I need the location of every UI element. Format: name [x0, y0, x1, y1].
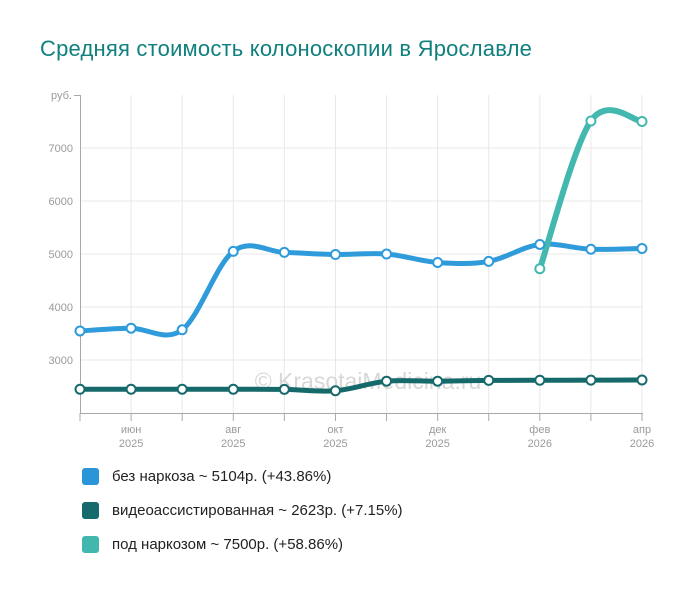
data-point-series-0 — [381, 248, 393, 260]
y-tick-label: 4000 — [49, 302, 73, 314]
data-point-series-1 — [278, 383, 290, 395]
data-point-series-0 — [176, 324, 188, 336]
x-tick-label-month: июн — [121, 424, 141, 436]
y-tick-label: 7000 — [49, 143, 73, 155]
data-point-series-2 — [636, 116, 648, 127]
x-tick-label-month: авг — [225, 424, 241, 436]
data-point-series-0 — [585, 243, 597, 255]
data-point-series-1 — [176, 383, 188, 395]
data-point-series-0 — [329, 249, 341, 261]
data-point-series-0 — [636, 242, 648, 254]
y-tick-label: 3000 — [49, 355, 73, 367]
data-point-series-0 — [483, 255, 495, 267]
legend-swatch — [82, 467, 99, 485]
data-point-series-0 — [227, 245, 239, 257]
data-point-series-0 — [432, 256, 444, 268]
chart-legend: без наркоза ~ 5104р. (+43.86%) видеоасси… — [82, 467, 403, 569]
legend-item-bez-narkoza: без наркоза ~ 5104р. (+43.86%) — [82, 467, 403, 485]
legend-label: без наркоза ~ 5104р. (+43.86%) — [112, 467, 332, 485]
series-line-2 — [536, 107, 645, 272]
data-point-series-0 — [534, 238, 546, 250]
data-point-series-1 — [74, 383, 86, 395]
data-point-series-1 — [329, 385, 341, 397]
x-tick-label-year: 2025 — [323, 438, 347, 450]
data-point-series-1 — [432, 375, 444, 387]
x-tick-label-month: апр — [633, 424, 651, 436]
data-point-series-1 — [636, 374, 648, 386]
y-tick-label: 5000 — [49, 249, 73, 261]
legend-item-pod-narkozom: под наркозом ~ 7500р. (+58.86%) — [82, 535, 403, 553]
x-tick-label-year: 2025 — [221, 438, 245, 450]
data-point-series-1 — [534, 374, 546, 386]
legend-label: под наркозом ~ 7500р. (+58.86%) — [112, 535, 344, 553]
data-point-series-0 — [278, 246, 290, 258]
data-point-series-1 — [483, 374, 495, 386]
legend-item-videoassistirovannaya: видеоассистированная ~ 2623р. (+7.15%) — [82, 501, 403, 519]
y-tick-label: 6000 — [49, 196, 73, 208]
x-tick-label-year: 2026 — [630, 438, 654, 450]
data-point-series-0 — [125, 322, 137, 334]
data-point-series-2 — [585, 115, 597, 127]
data-point-series-1 — [585, 374, 597, 386]
legend-label: видеоассистированная ~ 2623р. (+7.15%) — [112, 501, 403, 519]
data-point-series-0 — [74, 325, 86, 337]
x-tick-label-month: фев — [529, 424, 550, 436]
y-axis-unit-label: руб. — [51, 90, 72, 102]
x-tick-label-year: 2025 — [119, 438, 143, 450]
x-tick-label-month: дек — [429, 424, 447, 436]
data-point-series-1 — [227, 383, 239, 395]
legend-swatch — [82, 501, 99, 519]
data-point-series-2 — [534, 263, 546, 275]
legend-swatch — [82, 535, 99, 553]
series-line-0 — [77, 241, 645, 338]
chart-title: Средняя стоимость колоноскопии в Ярослав… — [40, 36, 533, 61]
data-point-series-1 — [125, 383, 137, 395]
data-point-series-1 — [381, 375, 393, 387]
x-tick-label-year: 2025 — [425, 438, 449, 450]
price-trend-chart: 3000 4000 5000 6000 7000 руб. июн 2025 авг 2025 ок… — [49, 90, 655, 450]
x-tick-label-year: 2026 — [528, 438, 552, 450]
x-tick-label-month: окт — [327, 424, 343, 436]
